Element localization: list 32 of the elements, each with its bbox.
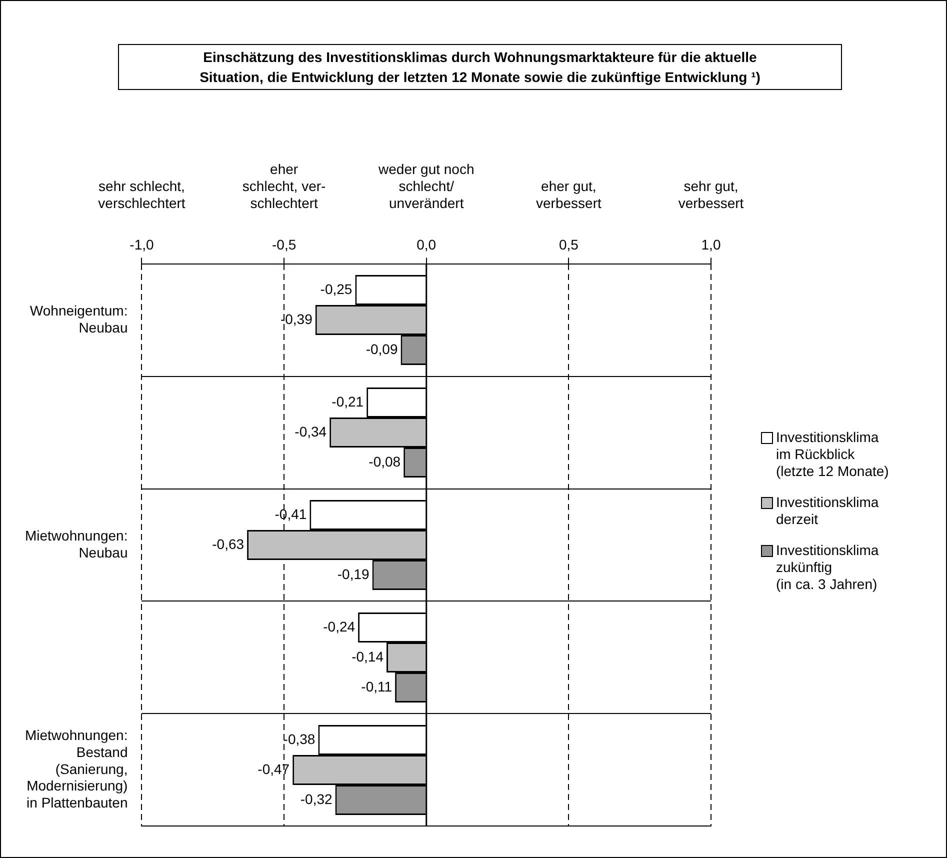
data-label: -0,24 <box>323 618 356 634</box>
text: weder gut noch schlecht/ unverändert <box>378 160 474 211</box>
data-label: -0,08 <box>368 453 401 470</box>
data-label: -0,25 <box>320 280 352 297</box>
chart-title: Einschätzung des Investitionsklimas durch Wohnungsmarktakteure für die aktuelle Situation, die Entwicklung der letzten 12 Monate sowie die zukünftige Entwicklung ¹) <box>118 44 842 90</box>
data-label: -0,39 <box>280 310 313 327</box>
data-label: -0,19 <box>337 566 370 582</box>
y-tick-label: Mietwohnungen: Neubau <box>24 527 128 560</box>
x-tick-label: 1,0 <box>701 236 721 252</box>
data-label: -0,38 <box>283 730 316 747</box>
text: sehr schlecht, verschlechtert <box>98 178 186 211</box>
data-label: -0,63 <box>212 536 244 552</box>
legend-label: Investitionsklima zukünftig (in ca. 3 Jahren) <box>776 542 879 593</box>
text: sehr gut, verbessert <box>678 178 744 211</box>
data-label: -0,47 <box>258 760 290 777</box>
text: Investitionsklima im Rückblick (letzte 12 Monate) <box>776 429 889 480</box>
text: eher gut, verbessert <box>536 178 602 211</box>
text: eher schlecht, ver- schlechtert <box>242 160 326 211</box>
x-tick-label: -1,0 <box>130 236 154 252</box>
y-tick-label: Wohneigentum: Neubau <box>30 302 128 336</box>
x-tick-label: 0,5 <box>558 236 579 252</box>
x-tick-label: 0,0 <box>416 236 436 252</box>
x-tick-label: -0,5 <box>272 236 296 252</box>
data-label: -0,11 <box>361 678 392 694</box>
data-label: -0,34 <box>294 423 327 440</box>
legend-label: Investitionsklima derzeit <box>776 494 879 528</box>
data-label: -0,32 <box>300 790 332 807</box>
data-label: -0,14 <box>352 648 384 664</box>
data-label: -0,09 <box>366 340 398 357</box>
y-tick-label: Mietwohnungen: Bestand (Sanierung, Modernisierung) in Plattenbauten <box>24 727 128 810</box>
data-label: -0,21 <box>332 393 364 410</box>
data-label: -0,41 <box>274 506 307 522</box>
